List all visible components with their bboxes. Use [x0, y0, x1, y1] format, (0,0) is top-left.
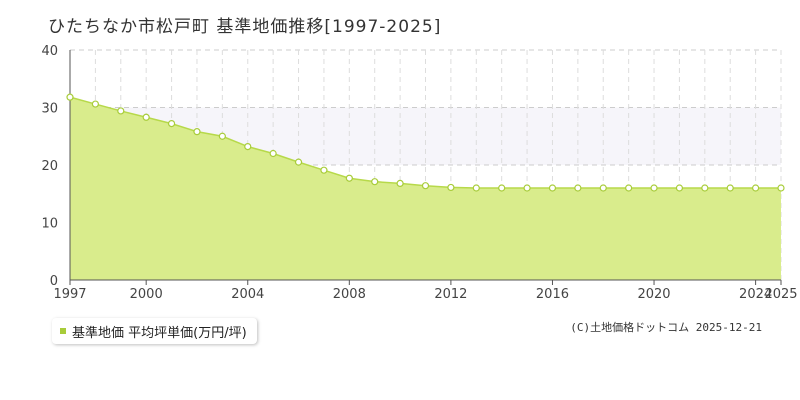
data-point — [91, 100, 99, 108]
x-tick-label: 2000 — [130, 287, 163, 302]
data-point — [66, 93, 74, 101]
chart-svg: 0 10 20 30 40 1997 2000 2004 2008 2012 2016 2020 202… — [41, 44, 797, 302]
data-point — [777, 184, 785, 192]
x-tick-label: 1997 — [53, 287, 86, 302]
data-point — [650, 184, 658, 192]
y-tick-label: 40 — [41, 44, 58, 59]
data-point — [421, 182, 430, 190]
data-point — [167, 119, 176, 128]
data-point — [117, 107, 125, 115]
data-point — [345, 174, 353, 182]
data-point — [269, 149, 277, 158]
data-point — [625, 184, 633, 192]
data-point — [294, 158, 303, 166]
x-tick-label: 2020 — [637, 287, 670, 302]
data-point — [396, 179, 404, 187]
y-tick-label: 30 — [41, 102, 58, 117]
data-point — [320, 166, 328, 174]
x-tick-label: 2016 — [536, 287, 569, 302]
y-tick-label: 20 — [41, 159, 58, 174]
data-point — [472, 184, 480, 192]
x-tick-label: 2025 — [764, 287, 797, 302]
legend-swatch — [60, 328, 66, 334]
x-tick-label: 2004 — [231, 287, 264, 302]
data-point — [244, 143, 252, 151]
data-point — [574, 184, 582, 192]
x-tick-label: 2012 — [434, 287, 467, 302]
data-point — [548, 184, 557, 192]
data-point — [599, 184, 607, 192]
copyright-text: (C)土地価格ドットコム 2025-12-21 — [570, 321, 762, 334]
data-point — [701, 184, 709, 192]
data-point — [726, 184, 734, 192]
data-point — [193, 128, 201, 136]
data-point — [447, 183, 455, 192]
data-point — [142, 113, 150, 121]
data-point — [218, 132, 226, 140]
x-tick-label: 2024 — [739, 287, 772, 302]
x-tick-label: 2008 — [333, 287, 366, 302]
data-point — [371, 178, 379, 186]
data-point — [752, 184, 760, 192]
legend: 基準地価 平均坪単価(万円/坪) — [52, 318, 257, 344]
legend-label: 基準地価 平均坪単価(万円/坪) — [72, 325, 247, 341]
data-point — [523, 184, 531, 192]
data-point — [675, 184, 684, 192]
y-tick-label: 0 — [50, 274, 58, 289]
data-point — [498, 184, 506, 192]
chart-title: ひたちなか市松戸町 基準地価推移[1997-2025] — [48, 17, 442, 37]
y-tick-label: 10 — [41, 217, 58, 232]
